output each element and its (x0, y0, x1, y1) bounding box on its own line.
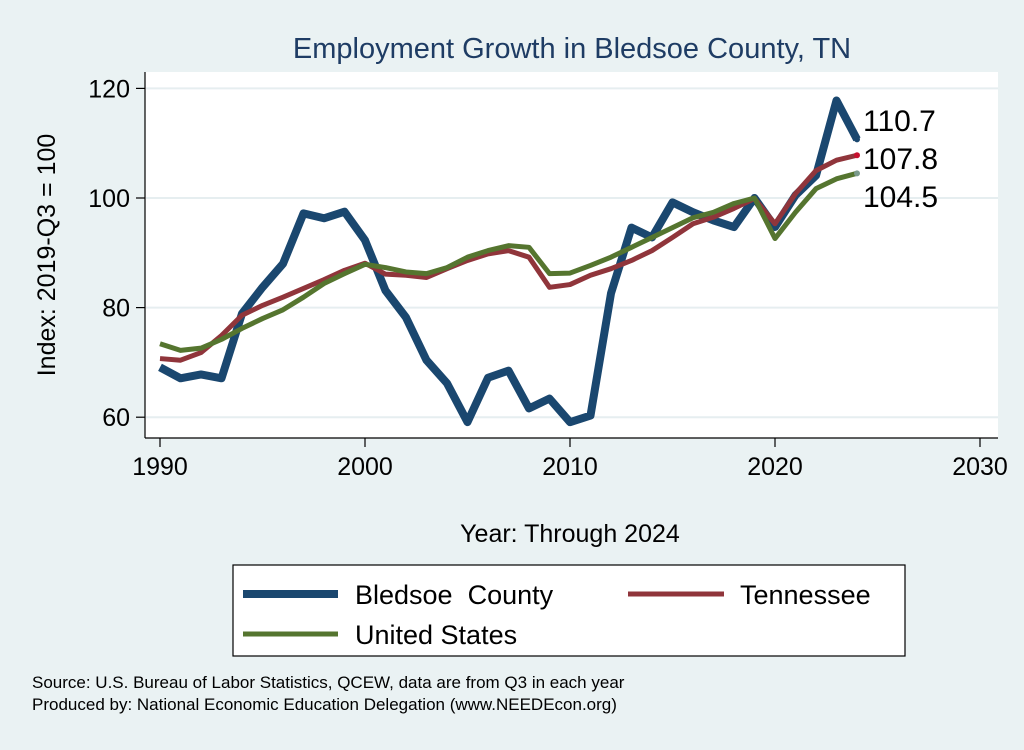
legend-label-bledsoe: Bledsoe County (355, 580, 554, 610)
y-tick-label: 80 (102, 295, 130, 323)
producer-note: Produced by: National Economic Education… (32, 695, 617, 714)
source-note: Source: U.S. Bureau of Labor Statistics,… (32, 673, 625, 692)
y-tick-label: 120 (88, 75, 130, 103)
legend-box (232, 564, 906, 657)
x-tick-label: 1990 (132, 453, 188, 481)
chart-title: Employment Growth in Bledsoe County, TN (293, 33, 851, 65)
end-point-bledsoe (854, 136, 860, 143)
series-line-us (159, 170, 858, 353)
end-point-us (854, 170, 860, 177)
end-label-tennessee: 107.8 (863, 143, 938, 176)
x-tick-label: 2030 (952, 453, 1008, 481)
end-point-tennessee (854, 152, 860, 159)
y-tick-label: 100 (88, 185, 130, 213)
x-axis-label: Year: Through 2024 (460, 520, 680, 548)
y-tick-label: 60 (102, 404, 130, 432)
x-tick-label: 2020 (747, 453, 803, 481)
legend-label-tennessee: Tennessee (740, 580, 871, 610)
series-line-bledsoe (158, 96, 861, 427)
end-label-us: 104.5 (863, 181, 938, 214)
y-axis-label: Index: 2019-Q3 = 100 (33, 134, 61, 377)
legend-label-us: United States (355, 620, 517, 650)
x-tick-label: 2010 (542, 453, 598, 481)
end-label-bledsoe: 110.7 (863, 105, 936, 138)
series-line-tennessee (159, 152, 858, 363)
x-tick-label: 2000 (337, 453, 393, 481)
